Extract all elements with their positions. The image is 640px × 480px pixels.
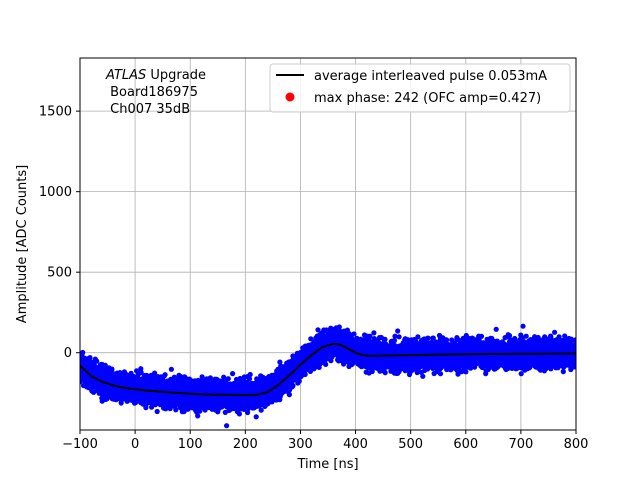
sample-point [253,414,259,420]
sample-point [199,374,205,380]
sample-point [224,423,230,429]
sample-point [560,369,566,375]
sample-point [520,323,526,329]
sample-point [97,362,103,368]
sample-point [177,405,183,411]
sample-point [277,359,283,365]
sample-point [258,407,264,413]
sample-point [341,328,347,334]
sample-point [336,324,342,330]
sample-point [168,366,174,372]
sample-point [236,411,242,417]
sample-point [396,334,402,340]
